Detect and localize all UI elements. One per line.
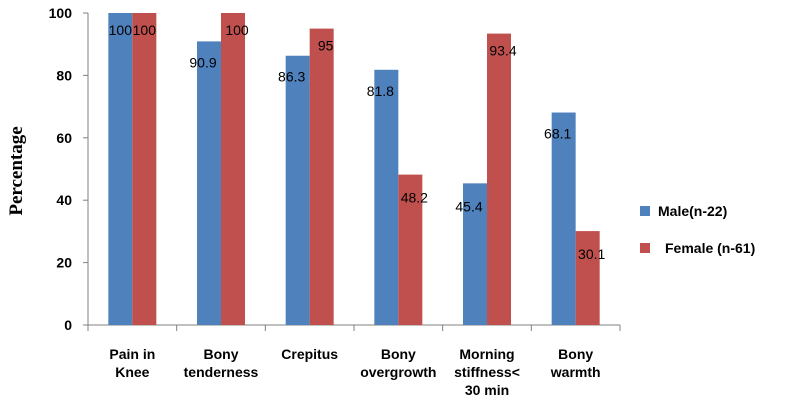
bar-male (551, 112, 576, 325)
x-tick-label: Crepitus (281, 346, 338, 362)
data-label: 48.2 (401, 190, 428, 206)
data-label: 30.1 (578, 246, 605, 262)
data-label: 93.4 (489, 43, 516, 59)
x-tick-label: Bony warmth (550, 346, 601, 380)
x-tick-label: Morning stiffness< 30 min (454, 346, 520, 398)
legend-swatch (640, 206, 650, 216)
y-tick-label: 80 (56, 67, 72, 83)
bar-male (285, 55, 310, 326)
data-label: 68.1 (544, 126, 571, 142)
bar-male (374, 69, 399, 325)
y-tick-label: 40 (56, 192, 72, 208)
bars (108, 13, 600, 326)
data-label: 45.4 (455, 198, 482, 214)
data-label: 86.3 (278, 69, 305, 85)
x-tick-label: Pain in Knee (109, 346, 155, 380)
data-label: 100 (109, 22, 133, 38)
bar-male (108, 13, 133, 325)
bar-female (398, 174, 423, 325)
bar-male (197, 41, 221, 325)
legend-label: Male(n-22) (658, 203, 727, 219)
y-tick-label: 60 (56, 130, 72, 146)
data-label: 90.9 (189, 54, 216, 70)
legend: Male(n-22) Female (n-61) (640, 203, 755, 256)
bar-female (132, 13, 157, 325)
y-tick-label: 100 (49, 5, 73, 21)
y-tick-label: 0 (64, 317, 72, 333)
legend-label: Female (n-61) (665, 240, 755, 256)
bar-female (487, 33, 511, 325)
y-tick-label: 20 (56, 255, 72, 271)
axes: 0 20 40 60 80 100 Pain in Knee Bony tenderness Cre… (6, 5, 621, 398)
data-label: 100 (225, 22, 249, 38)
bar-female (309, 28, 334, 325)
data-label: 100 (133, 22, 157, 38)
data-label: 81.8 (367, 83, 394, 99)
data-label: 95 (318, 38, 334, 54)
x-tick-label: Bony tenderness (184, 346, 259, 380)
bar-male (463, 183, 487, 325)
x-tick-label: Bony overgrowth (360, 346, 436, 380)
y-axis-label: Percentage (6, 126, 27, 215)
legend-swatch (640, 243, 650, 253)
bar-female (221, 13, 245, 325)
bar-female (575, 231, 600, 325)
